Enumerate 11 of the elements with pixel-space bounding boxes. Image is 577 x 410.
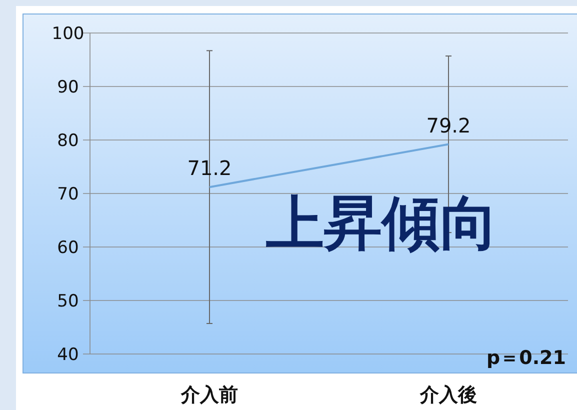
y-tick-label: 80 — [57, 131, 79, 151]
y-tick-label: 50 — [57, 292, 79, 312]
x-tick-label: 介入前 — [180, 384, 238, 406]
y-tick-label: 100 — [52, 24, 84, 44]
y-tick-label: 40 — [57, 345, 79, 365]
y-tick-label: 90 — [57, 78, 79, 98]
annotation: 上昇傾向 — [265, 189, 498, 257]
x-tick-label: 介入後 — [419, 384, 477, 406]
y-tick-label: 60 — [57, 238, 79, 258]
annotation: p＝0.21 — [486, 347, 566, 369]
y-tick-label: 70 — [57, 184, 79, 204]
